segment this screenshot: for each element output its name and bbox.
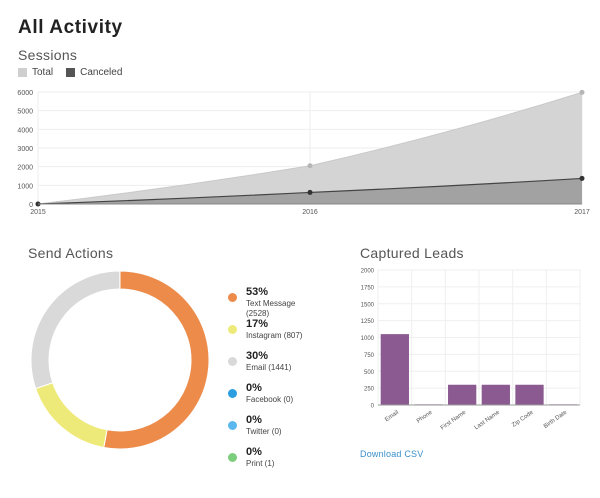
y-tick-label: 1000 (361, 336, 375, 342)
sessions-title: Sessions (18, 47, 78, 63)
send-action-percent: 0% (246, 446, 262, 458)
send-action-label: Facebook (0) (246, 395, 294, 404)
legend-dot (228, 357, 237, 366)
send-action-label: Instagram (807) (246, 331, 303, 340)
x-tick-label: Zip Code (511, 409, 535, 428)
legend-item-canceled[interactable]: Canceled (66, 67, 122, 78)
legend-dot (228, 389, 237, 398)
sessions-legend: Total Canceled (18, 67, 135, 78)
area-canceled (38, 178, 582, 204)
send-action-count: (2528) (246, 309, 270, 318)
send-action-email: 30% Email (1441) (228, 350, 302, 380)
legend-dot (228, 421, 237, 430)
legend-dot (228, 293, 237, 302)
area-total (38, 92, 582, 204)
x-tick-label: Email (384, 410, 400, 424)
legend-swatch-total (18, 68, 27, 77)
send-action-label: Twitter (0) (246, 427, 282, 436)
send-action-label: Email (1441) (246, 363, 292, 372)
data-point (579, 175, 585, 181)
donut-slice-instagram (35, 382, 108, 449)
x-tick-label: Phone (416, 409, 434, 424)
x-tick-label: 2017 (574, 209, 590, 216)
send-actions-donut-chart (30, 270, 210, 450)
legend-label-total: Total (32, 67, 54, 78)
legend-swatch-canceled (66, 68, 76, 77)
y-tick-label: 2000 (361, 269, 375, 275)
donut-slice-text-message (103, 270, 210, 450)
y-tick-label: 4000 (17, 127, 33, 134)
send-actions-legend: 53% Text Message (2528) 17% Instagram (8… (228, 286, 302, 478)
send-action-percent: 53% (246, 286, 269, 298)
x-tick-label: Birth Date (543, 409, 569, 430)
send-action-percent: 17% (246, 318, 269, 330)
download-csv-link[interactable]: Download CSV (360, 449, 424, 459)
y-tick-label: 0 (371, 404, 375, 410)
y-tick-label: 0 (29, 202, 33, 209)
sessions-area-chart: 0 1000 2000 3000 4000 5000 6000 2015 2016 2017 (17, 89, 590, 216)
legend-item-total[interactable]: Total (18, 67, 53, 78)
donut-slice-email (30, 270, 121, 390)
x-tick-label: Last Name (474, 409, 502, 431)
send-action-text-message: 53% Text Message (2528) (228, 286, 302, 318)
legend-dot (228, 325, 237, 334)
page-title: All Activity (18, 17, 123, 38)
y-tick-label: 250 (364, 387, 375, 393)
y-tick-label: 5000 (17, 109, 33, 116)
legend-dot (228, 453, 237, 462)
y-tick-label: 500 (364, 370, 375, 376)
bar-last-name (481, 384, 510, 405)
send-action-label: Text Message (246, 299, 296, 308)
data-point (307, 189, 313, 195)
bar-zip-code (515, 384, 544, 405)
send-actions-title: Send Actions (28, 245, 114, 261)
send-action-label: Print (1) (246, 459, 275, 468)
send-action-print: 0% Print (1) (228, 446, 302, 476)
x-tick-label: 2016 (302, 209, 318, 216)
bar-email (380, 334, 409, 405)
send-action-percent: 30% (246, 350, 269, 362)
bar-first-name (448, 384, 477, 405)
captured-leads-bar-chart: 0 250 500 750 1000 1250 1500 1750 2000 Email Phone… (361, 269, 581, 431)
y-tick-label: 1500 (361, 302, 375, 308)
send-action-twitter: 0% Twitter (0) (228, 414, 302, 444)
data-point (579, 89, 585, 95)
captured-leads-title: Captured Leads (360, 245, 464, 261)
x-tick-label: 2015 (30, 209, 46, 216)
send-action-instagram: 17% Instagram (807) (228, 318, 302, 348)
y-tick-label: 2000 (17, 165, 33, 172)
send-action-percent: 0% (246, 414, 262, 426)
data-point (307, 163, 313, 169)
y-tick-label: 750 (364, 353, 375, 359)
y-tick-label: 6000 (17, 90, 33, 97)
y-tick-label: 1250 (361, 319, 375, 325)
y-tick-label: 1750 (361, 285, 375, 291)
send-action-facebook: 0% Facebook (0) (228, 382, 302, 412)
y-tick-label: 1000 (17, 183, 33, 190)
x-tick-label: First Name (440, 409, 468, 431)
send-action-percent: 0% (246, 382, 262, 394)
legend-label-canceled: Canceled (80, 67, 123, 78)
y-tick-label: 3000 (17, 146, 33, 153)
